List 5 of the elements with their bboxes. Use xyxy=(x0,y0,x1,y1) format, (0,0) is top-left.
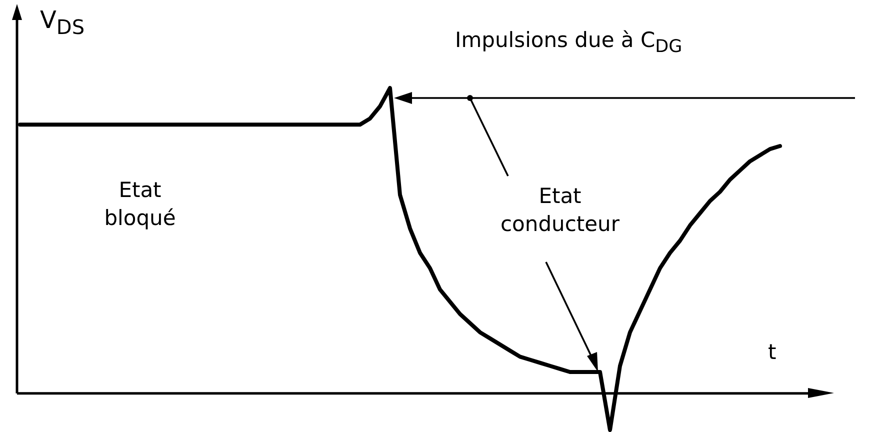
y-axis-title: V$_{DS}$ xyxy=(40,6,85,41)
annotation: Etat bloqué xyxy=(103,177,177,232)
text: Impulsions due à C$_{DG}$ xyxy=(455,27,682,60)
annotation: Etat conducteur xyxy=(500,183,620,238)
x-axis-title: t xyxy=(768,339,776,366)
